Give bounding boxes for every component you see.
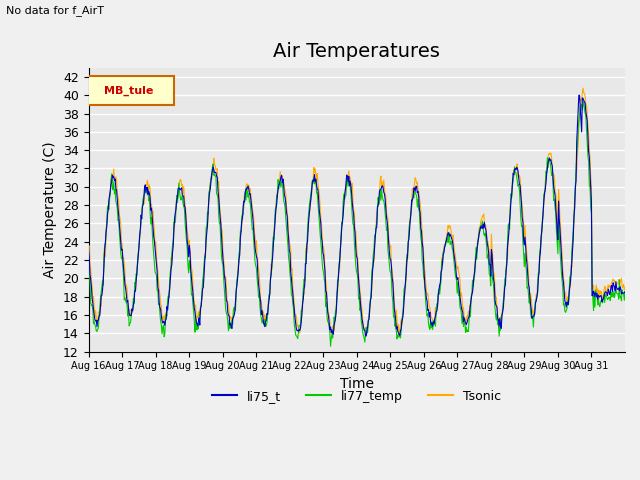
Text: No data for f_AirT: No data for f_AirT [6, 5, 104, 16]
FancyBboxPatch shape [83, 76, 175, 105]
Title: Air Temperatures: Air Temperatures [273, 42, 440, 60]
Y-axis label: Air Temperature (C): Air Temperature (C) [44, 141, 58, 278]
Text: MB_tule: MB_tule [104, 85, 154, 96]
Legend: li75_t, li77_temp, Tsonic: li75_t, li77_temp, Tsonic [207, 384, 506, 408]
X-axis label: Time: Time [340, 377, 374, 391]
